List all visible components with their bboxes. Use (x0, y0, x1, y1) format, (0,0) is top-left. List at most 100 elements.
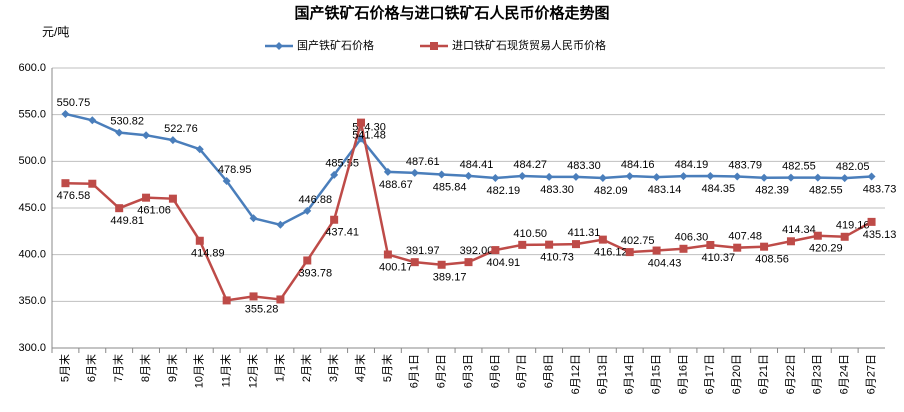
data-label: 483.73 (863, 183, 897, 195)
point (760, 173, 769, 182)
y-tick-label: 550.0 (18, 109, 46, 121)
data-label: 410.73 (540, 252, 574, 264)
point (115, 128, 124, 137)
point (330, 170, 339, 179)
point (249, 214, 258, 223)
point (545, 172, 554, 181)
x-tick-label: 2月末 (299, 354, 313, 382)
data-label: 478.95 (218, 164, 252, 176)
point (840, 174, 849, 183)
point (652, 246, 661, 255)
x-tick-label: 6月27日 (865, 354, 877, 394)
x-tick-label: 6月7日 (516, 354, 528, 388)
data-label: 488.67 (379, 179, 413, 191)
data-label: 482.55 (809, 185, 843, 197)
data-label: 482.39 (755, 185, 789, 197)
x-tick-label: 5月末 (380, 354, 394, 382)
data-label: 446.88 (298, 194, 332, 206)
data-label: 400.17 (379, 261, 413, 273)
x-tick-label: 6月17日 (704, 354, 716, 394)
point (61, 179, 70, 188)
point (195, 236, 204, 245)
x-tick-label: 8月末 (138, 354, 152, 382)
point (786, 237, 795, 246)
chart-title: 国产铁矿石价格与进口铁矿石人民币价格走势图 (294, 4, 609, 22)
point (518, 172, 527, 181)
data-label: 483.79 (728, 159, 762, 171)
point (491, 246, 500, 255)
point (813, 173, 822, 182)
data-label: 393.78 (298, 267, 332, 279)
data-label: 419.16 (836, 220, 870, 232)
data-label: 485.55 (325, 158, 359, 170)
point (491, 173, 500, 182)
data-label: 416.12 (594, 247, 628, 259)
point (437, 260, 446, 269)
data-label: 420.29 (809, 243, 843, 255)
point (249, 292, 258, 301)
point (303, 206, 312, 215)
x-tick-label: 6月3日 (462, 354, 474, 388)
point (410, 168, 419, 177)
point (88, 116, 97, 125)
x-tick-label: 1月末 (272, 354, 286, 382)
y-tick-label: 350.0 (18, 295, 46, 307)
x-tick-label: 6月8日 (543, 354, 555, 388)
point (168, 136, 177, 145)
data-label: 461.06 (137, 205, 171, 217)
data-label: 482.55 (782, 161, 816, 173)
data-label: 414.89 (191, 248, 225, 260)
x-tick-label: 6月16日 (677, 354, 689, 394)
x-tick-label: 7月末 (111, 354, 125, 382)
x-tick-label: 6月1日 (409, 354, 421, 388)
point (330, 215, 339, 224)
x-tick-label: 6月2日 (436, 354, 448, 388)
point (706, 240, 715, 249)
data-label: 483.30 (567, 160, 601, 172)
data-label: 522.76 (164, 123, 198, 135)
x-tick-label: 6月21日 (758, 354, 770, 394)
data-label: 392.00 (460, 245, 494, 257)
point (276, 295, 285, 304)
data-label: 355.28 (245, 303, 279, 315)
legend-label: 进口铁矿石现货贸易人民币价格 (452, 38, 606, 52)
data-label: 407.48 (728, 231, 762, 243)
data-label: 449.81 (110, 215, 144, 227)
data-label: 484.35 (702, 183, 736, 195)
data-label: 482.19 (487, 185, 521, 197)
x-tick-label: 11月末 (219, 354, 233, 387)
data-label: 530.82 (110, 115, 144, 127)
point (706, 171, 715, 180)
legend-label: 国产铁矿石价格 (297, 38, 374, 52)
data-label: 541.48 (352, 130, 386, 142)
data-label: 391.97 (406, 245, 440, 257)
point (545, 240, 554, 249)
y-tick-label: 600.0 (18, 62, 46, 74)
x-tick-label: 12月末 (245, 354, 259, 388)
data-label: 484.19 (675, 159, 709, 171)
data-label: 408.56 (755, 254, 789, 266)
point (813, 231, 822, 240)
point (518, 240, 527, 249)
point (571, 172, 580, 181)
point (383, 167, 392, 176)
data-label: 483.30 (540, 184, 574, 196)
data-label: 485.84 (433, 181, 467, 193)
point (142, 193, 151, 202)
y-tick-label: 450.0 (18, 202, 46, 214)
data-label: 404.91 (487, 257, 521, 269)
data-label: 487.61 (406, 156, 440, 168)
point (115, 204, 124, 213)
x-tick-label: 6月24日 (839, 354, 851, 394)
point (222, 176, 231, 185)
point (733, 172, 742, 181)
data-label: 404.43 (648, 257, 682, 269)
data-label: 410.50 (513, 228, 547, 240)
point (464, 171, 473, 180)
data-label: 484.27 (513, 159, 547, 171)
point (303, 256, 312, 265)
point (679, 244, 688, 253)
point (598, 174, 607, 183)
